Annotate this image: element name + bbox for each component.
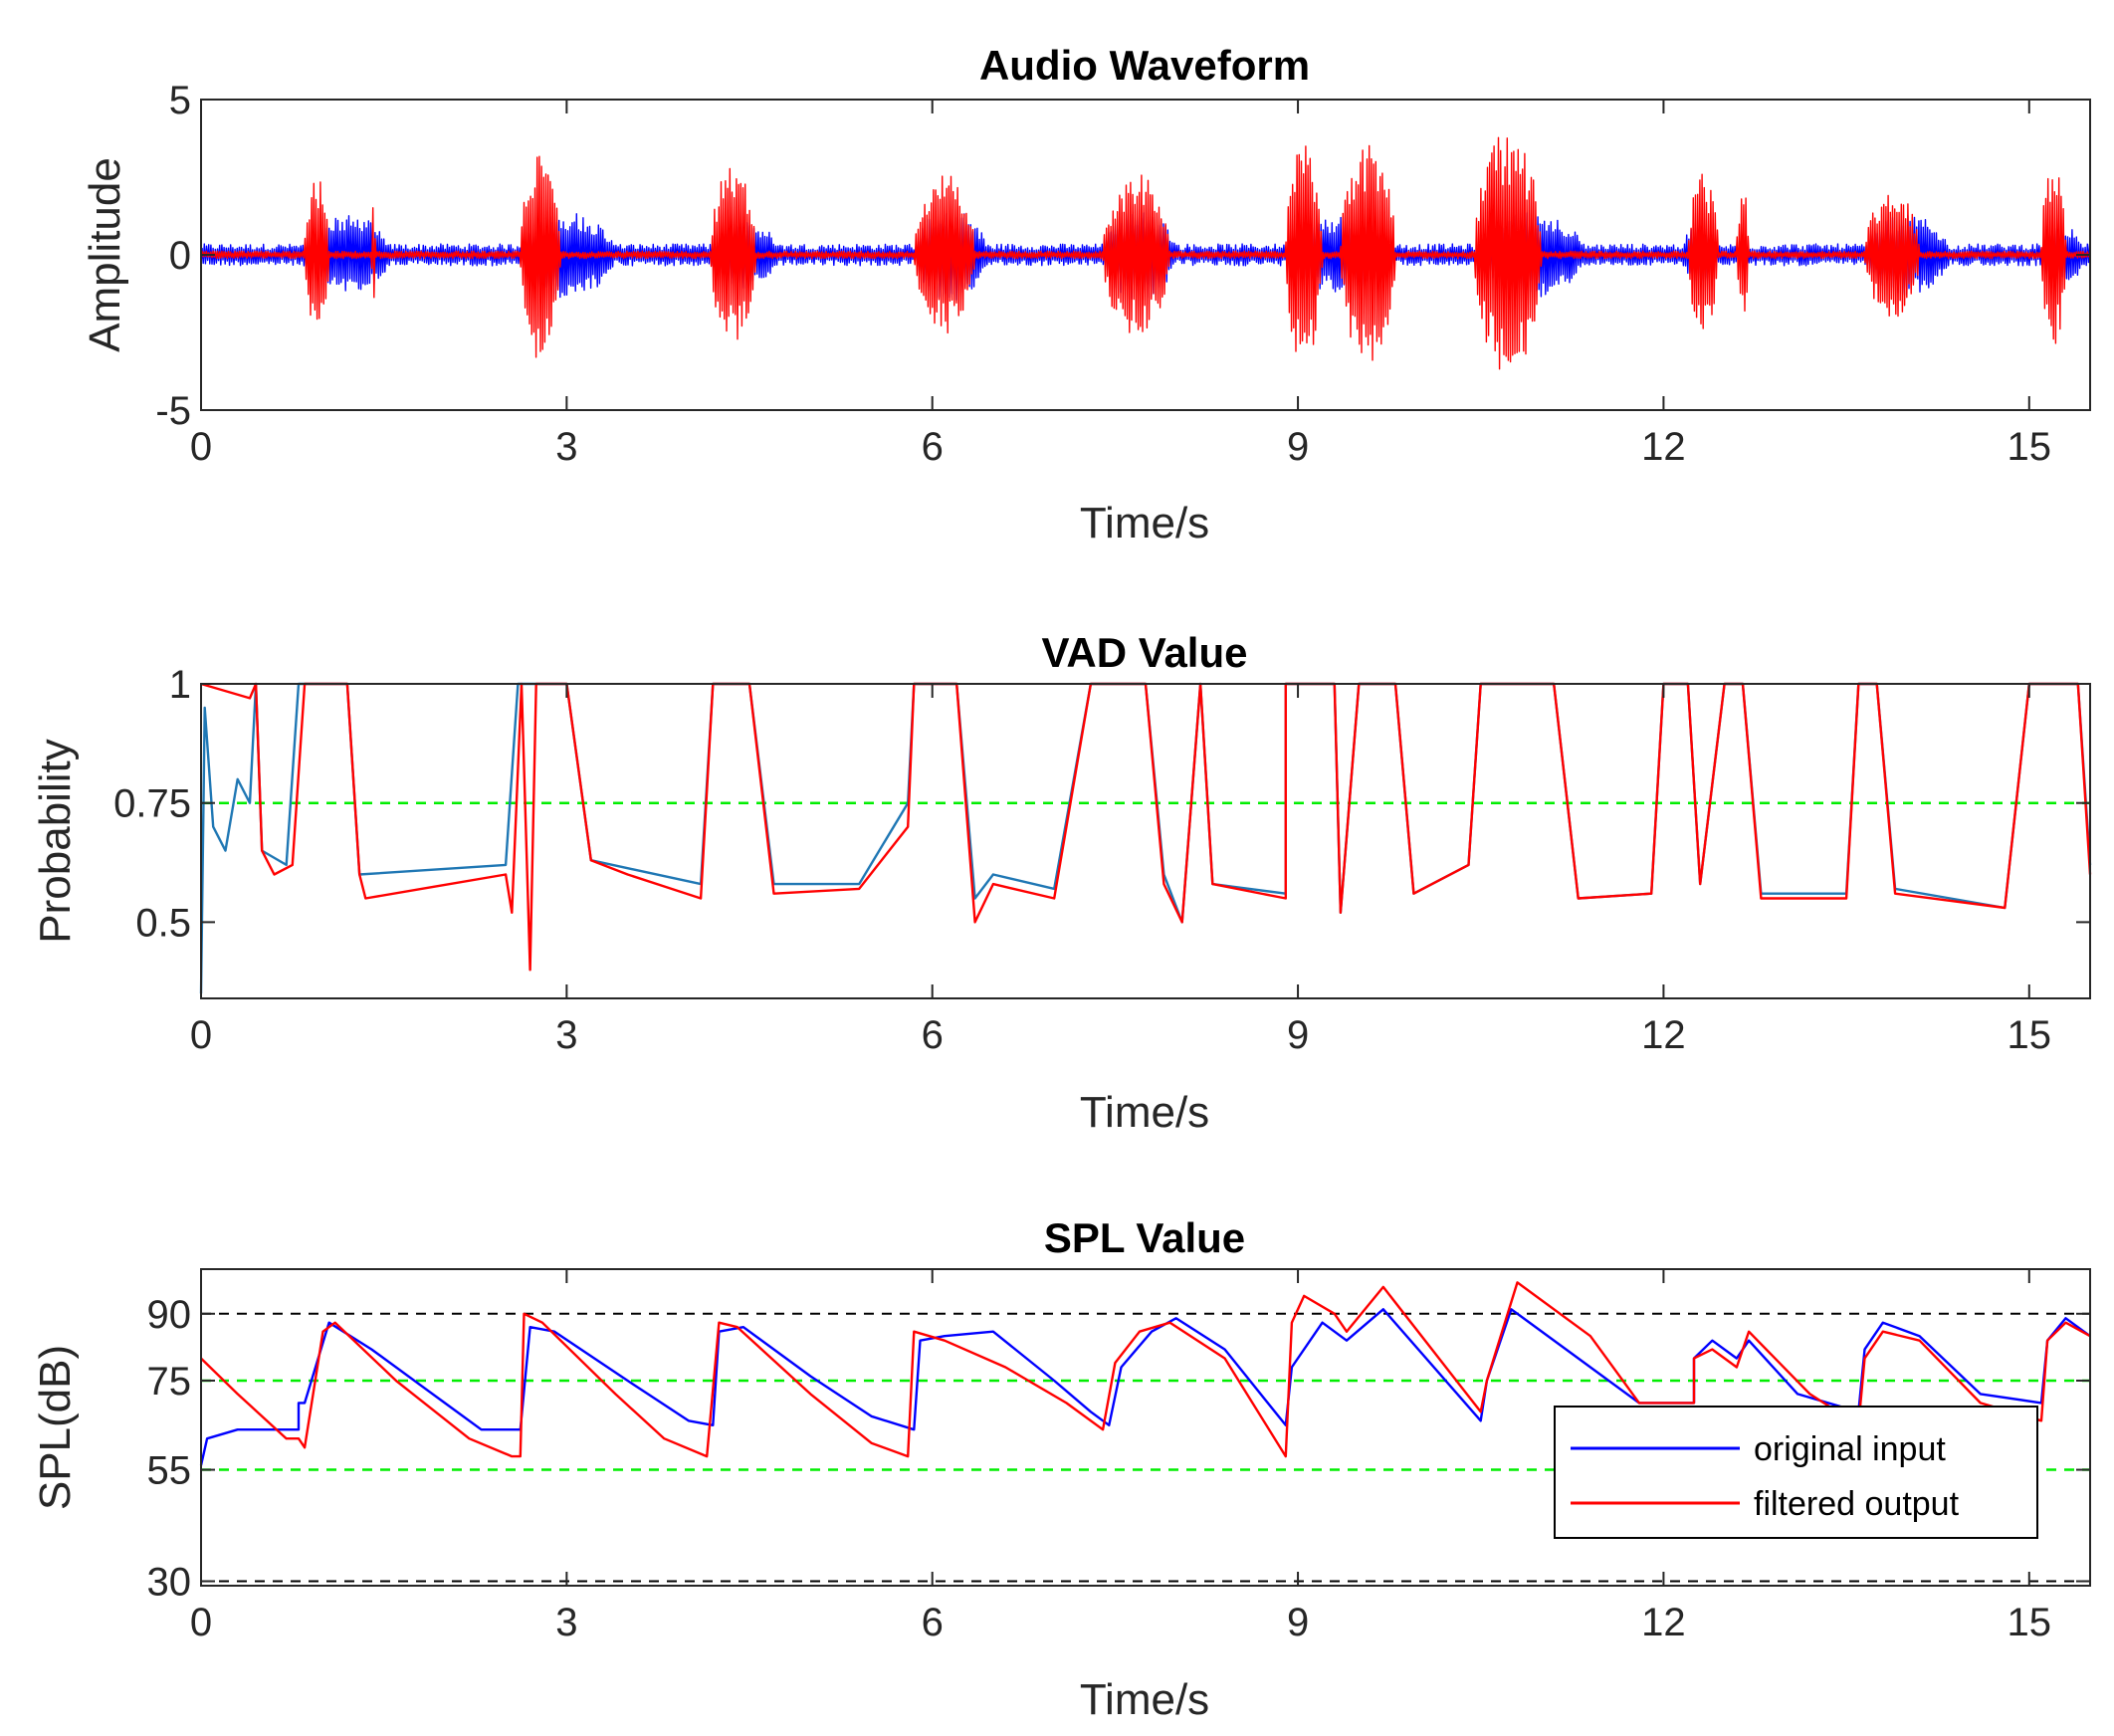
spl-series-filtered [200,1281,2091,1458]
spl-series-original [199,1308,2091,1466]
legend-label-original: original input [1754,1430,1946,1468]
waveform-ytick-label: 0 [169,234,191,278]
spl-xtick-label: 3 [555,1601,577,1644]
vad-panel: VAD Value 0 3 6 9 12 15 0.5 0.75 1 Time/s Probab… [31,629,2092,1137]
waveform-title: Audio Waveform [979,42,1310,89]
waveform-xtick-label: 9 [1287,425,1309,469]
waveform-ytick-label: -5 [155,389,191,433]
vad-ticks: 0 3 6 9 12 15 0.5 0.75 1 [113,663,2090,1057]
spl-xtick-label: 12 [1641,1601,1686,1644]
spl-panel: SPL Value 0 3 6 9 12 15 30 55 75 90 Time/s SPL(dB… [31,1214,2091,1724]
waveform-plot-area [200,136,2091,370]
spl-ytick-label: 90 [147,1293,192,1337]
waveform-xtick-label: 6 [922,425,944,469]
spl-ytick-label: 55 [147,1449,192,1493]
spl-xlabel: Time/s [1080,1675,1209,1724]
legend-box [1554,1406,2038,1539]
spl-ytick-label: 30 [147,1561,192,1605]
spl-title: SPL Value [1044,1214,1245,1261]
legend-label-filtered: filtered output [1754,1485,1960,1523]
vad-xtick-label: 12 [1641,1013,1686,1057]
vad-title: VAD Value [1042,629,1248,676]
spl-axes-box [200,1268,2091,1587]
vad-ytick-label: 0.75 [113,782,191,826]
waveform-xtick-label: 15 [2008,425,2052,469]
vad-xtick-label: 0 [190,1013,212,1057]
vad-xtick-label: 9 [1287,1013,1309,1057]
vad-xtick-label: 6 [922,1013,944,1057]
spl-xtick-label: 15 [2008,1601,2052,1644]
spl-plot-area [199,1281,2091,1583]
waveform-ylabel: Amplitude [81,157,129,352]
vad-xtick-label: 15 [2008,1013,2052,1057]
waveform-ticks: 0 3 6 9 12 15-505 [155,79,2090,469]
waveform-series-filtered [200,136,2091,370]
vad-xlabel: Time/s [1080,1088,1209,1137]
spl-xtick-label: 0 [190,1601,212,1644]
waveform-xlabel: Time/s [1080,499,1209,547]
vad-ylabel: Probability [31,739,80,943]
spl-xtick-label: 9 [1287,1601,1309,1644]
vad-xtick-label: 3 [555,1013,577,1057]
spl-ylabel: SPL(dB) [31,1345,80,1510]
vad-axes-box [200,683,2091,999]
spl-legend: original input filtered output [1554,1406,2038,1539]
waveform-panel: Audio Waveform 0 3 6 9 12 15-505 Time/s Ampli… [81,42,2091,547]
spl-ytick-label: 75 [147,1360,192,1404]
waveform-ytick-label: 5 [169,79,191,122]
vad-ytick-label: 1 [169,663,191,707]
spl-ticks: 0 3 6 9 12 15 30 55 75 90 [147,1269,2090,1644]
spl-xtick-label: 6 [922,1601,944,1644]
waveform-xtick-label: 0 [190,425,212,469]
vad-ytick-label: 0.5 [135,901,191,945]
waveform-xtick-label: 3 [555,425,577,469]
waveform-xtick-label: 12 [1641,425,1686,469]
